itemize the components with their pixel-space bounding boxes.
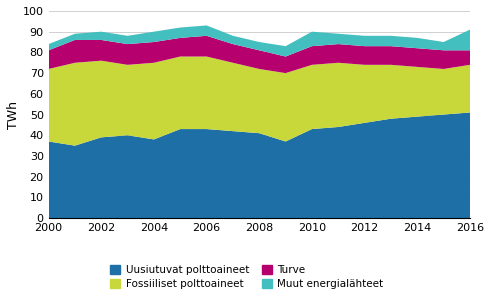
Legend: Uusiutuvat polttoaineet, Fossiiliset polttoaineet, Turve, Muut energialähteet: Uusiutuvat polttoaineet, Fossiiliset pol… (106, 261, 387, 293)
Y-axis label: TWh: TWh (7, 101, 20, 128)
